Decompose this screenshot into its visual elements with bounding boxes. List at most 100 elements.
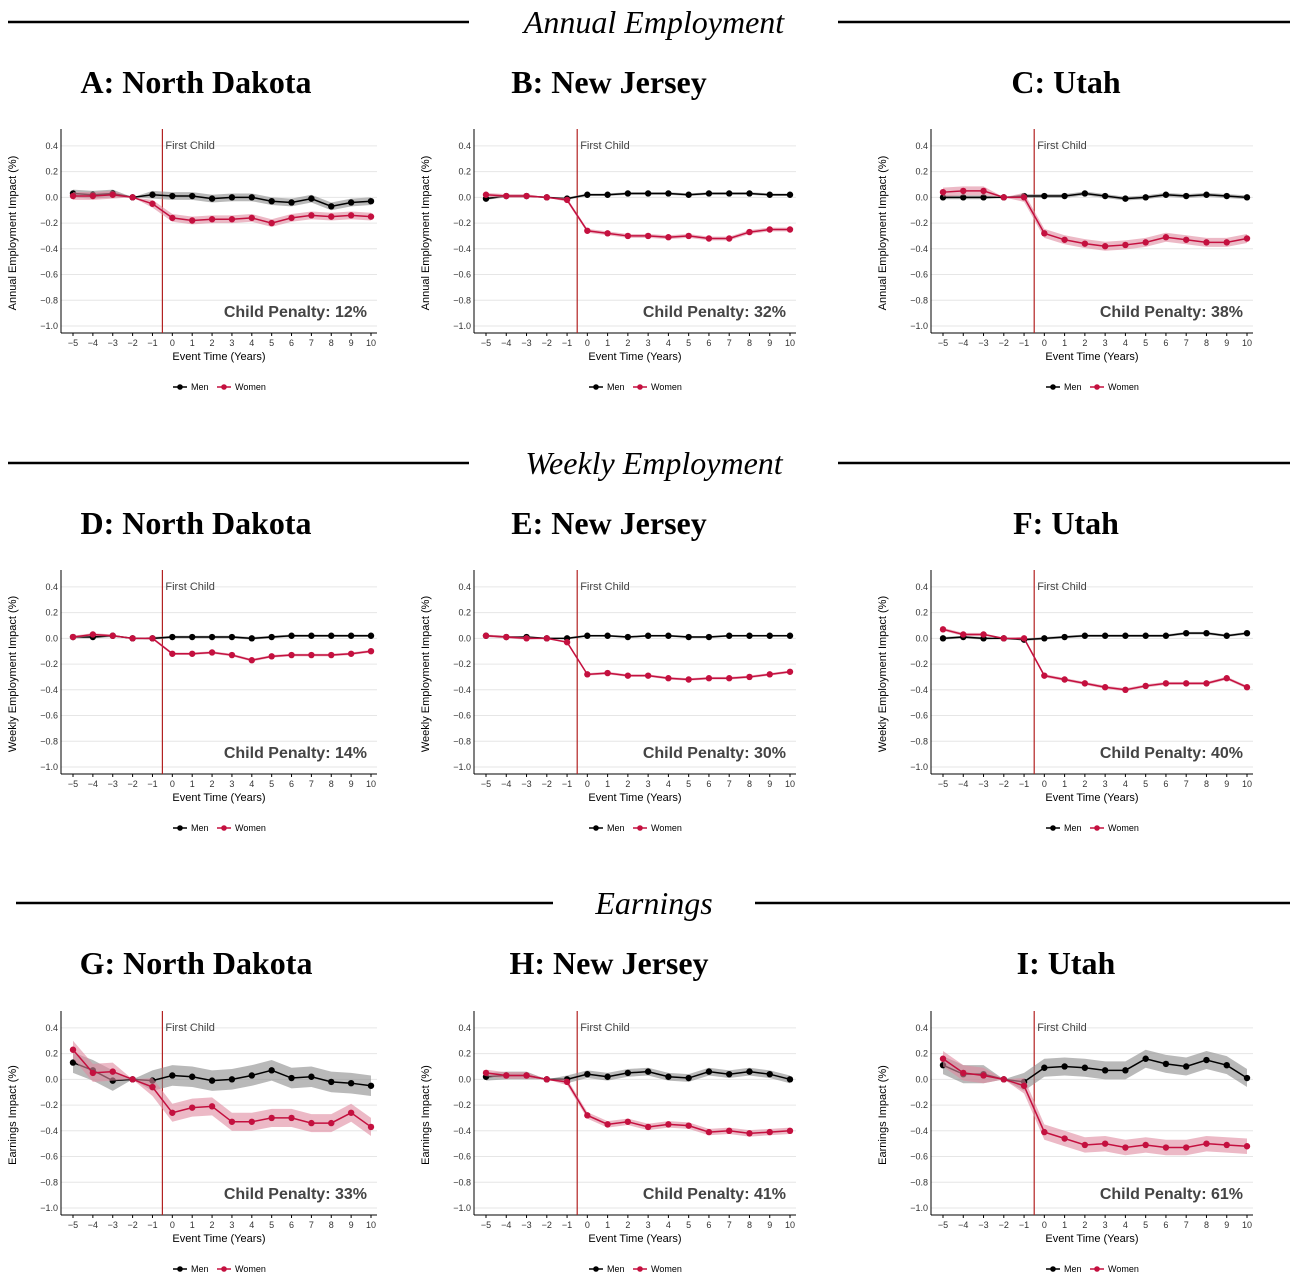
men-ci-band (943, 191, 1247, 201)
y-tick-label: 0.4 (45, 582, 58, 592)
x-tick-label: 3 (646, 779, 651, 789)
y-axis-label: Earnings Impact (%) (877, 1065, 889, 1165)
women-point (189, 217, 196, 224)
x-tick-label: 7 (727, 1220, 732, 1230)
women-point (1203, 1140, 1210, 1147)
x-tick-label: −2 (127, 1220, 137, 1230)
panel-title: F: Utah (1013, 505, 1119, 541)
women-point (523, 192, 530, 200)
y-tick-label: −0.4 (40, 685, 58, 695)
women-point (208, 649, 216, 656)
men-point (1122, 1067, 1129, 1074)
x-tick-label: −2 (127, 779, 137, 789)
women-point (308, 651, 315, 659)
women-point (1000, 635, 1007, 642)
men-point (1101, 632, 1109, 639)
x-axis-label: Event Time (Years) (588, 792, 681, 804)
men-point (939, 635, 947, 642)
x-axis-label: Event Time (Years) (588, 351, 681, 363)
x-tick-label: 3 (229, 1220, 234, 1230)
y-tick-label: −0.2 (40, 1100, 58, 1110)
men-point (624, 1069, 632, 1077)
x-tick-label: 4 (1123, 338, 1128, 348)
men-point (308, 1073, 315, 1080)
section-title: Weekly Employment (525, 445, 783, 481)
men-point (1041, 192, 1048, 200)
x-tick-label: 7 (309, 779, 314, 789)
y-tick-label: 0.4 (458, 141, 471, 151)
x-tick-label: 10 (1242, 1220, 1252, 1230)
men-series-line (943, 192, 1248, 200)
y-tick-label: −0.4 (910, 685, 928, 695)
y-tick-label: −0.8 (453, 1177, 471, 1187)
x-tick-label: −3 (108, 338, 118, 348)
x-tick-label: 2 (210, 779, 215, 789)
men-point (705, 190, 713, 197)
women-point (228, 651, 236, 659)
panel-title: B: New Jersey (511, 64, 706, 100)
legend-women-label: Women (1108, 382, 1139, 392)
women-point (665, 1121, 672, 1128)
women-point (1203, 239, 1210, 246)
men-point (328, 203, 335, 210)
men-point (268, 633, 275, 641)
women-point (1243, 235, 1251, 242)
women-point (980, 1072, 987, 1079)
women-series-line (942, 1058, 1248, 1149)
x-tick-label: 7 (1184, 338, 1189, 348)
x-tick-label: −1 (1019, 1220, 1029, 1230)
men-point (685, 191, 692, 198)
legend-women-dot (1094, 1266, 1100, 1272)
x-tick-label: 8 (1204, 338, 1209, 348)
women-point (624, 232, 632, 240)
men-point (1101, 192, 1109, 200)
women-point (1020, 1082, 1028, 1089)
x-tick-label: −3 (108, 1220, 118, 1230)
x-tick-label: 9 (349, 779, 354, 789)
x-tick-label: 2 (1082, 1220, 1087, 1230)
y-tick-label: 0.2 (45, 167, 58, 177)
women-point (726, 675, 733, 682)
y-axis-label: Weekly Employment Impact (%) (7, 596, 19, 752)
men-point (248, 635, 255, 642)
women-point (1243, 684, 1251, 691)
panel-title: I: Utah (1017, 945, 1116, 981)
y-tick-label: −0.4 (40, 244, 58, 254)
women-point (1122, 1144, 1129, 1151)
x-tick-label: 2 (210, 1220, 215, 1230)
men-point (584, 1070, 591, 1078)
section-title: Earnings (594, 885, 712, 921)
women-point (1142, 239, 1149, 246)
x-axis-label: Event Time (Years) (172, 1233, 265, 1245)
y-tick-label: 0.2 (45, 1049, 58, 1059)
x-tick-label: −4 (501, 1220, 511, 1230)
men-point (1162, 1060, 1170, 1068)
x-tick-label: −2 (999, 338, 1009, 348)
child-penalty-label: Child Penalty: 33% (224, 1186, 367, 1203)
y-tick-label: 0.0 (915, 192, 928, 202)
x-tick-label: −1 (147, 779, 157, 789)
men-point (189, 1073, 196, 1080)
panel-title: C: Utah (1011, 64, 1121, 100)
women-point (604, 230, 611, 237)
x-tick-label: 6 (706, 779, 711, 789)
x-tick-label: 4 (666, 1220, 671, 1230)
men-point (189, 633, 196, 641)
women-point (1101, 684, 1109, 691)
women-series-line (72, 633, 372, 661)
men-series-line (942, 632, 1248, 641)
x-tick-label: −5 (68, 779, 78, 789)
men-point (604, 191, 611, 198)
panel-title: A: North Dakota (80, 64, 311, 100)
x-tick-label: −4 (88, 1220, 98, 1230)
women-point (129, 635, 136, 642)
y-tick-label: −1.0 (910, 762, 928, 772)
women-point (1020, 194, 1028, 201)
x-tick-label: 0 (1042, 1220, 1047, 1230)
men-point (308, 632, 315, 639)
legend-women-label: Women (235, 823, 266, 833)
women-point (624, 672, 632, 679)
women-point (644, 1123, 652, 1131)
